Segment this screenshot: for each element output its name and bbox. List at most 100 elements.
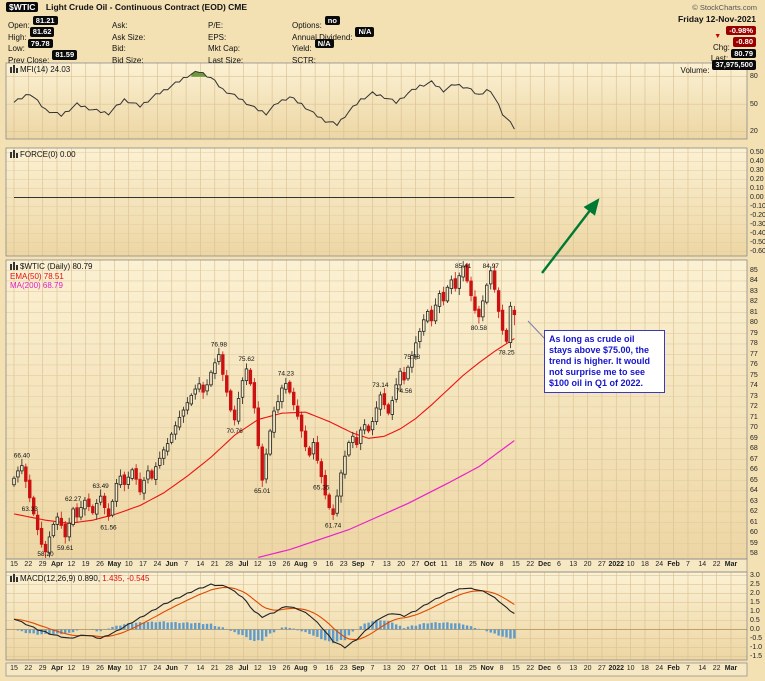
quote-column: Options:no Annual Dividend:N/A Yield:N/A SC…	[292, 15, 492, 65]
quote-change-panel: Friday 12-Nov-2021 ▼ -0.98% Chg:-0.80 Last:…	[678, 14, 756, 75]
x-axis-label: 23	[339, 665, 348, 672]
macd-legend-values: 1.435, -0.545	[102, 574, 150, 583]
trend-arrow	[541, 198, 600, 274]
quote-value-chip: 81.59	[52, 50, 78, 60]
x-axis-label: Aug	[293, 665, 308, 672]
y-axis-label: 71	[750, 413, 758, 421]
quote-row: Last Size:	[208, 50, 292, 65]
quote-row: Bid:	[112, 38, 208, 53]
quote-row: High:81.62	[8, 27, 112, 42]
x-axis-label: 12	[253, 561, 262, 568]
x-axis-label: 21	[210, 561, 219, 568]
quote-panel: Open:81.21 High:81.62 Low:79.78 Prev Close:…	[8, 15, 492, 65]
panel-backgrounds	[5, 63, 748, 677]
price-legend: $WTIC (Daily) 80.79 EMA(50) 78.51 MA(200…	[10, 262, 92, 290]
x-axis-label: 8	[499, 561, 504, 568]
x-axis-label: 14	[698, 665, 707, 672]
x-axis-label: 20	[397, 561, 406, 568]
quote-label: Last Size:	[208, 55, 244, 65]
x-axis-label: 7	[686, 561, 690, 568]
ema50-line	[13, 338, 515, 524]
x-axis-label: 12	[67, 561, 76, 568]
change-label: Volume:	[680, 65, 710, 75]
quote-date: Friday 12-Nov-2021	[678, 14, 756, 24]
macd-legend-label: MACD(12,26,9) 0.890,	[20, 574, 101, 583]
x-axis-label: 9	[313, 665, 318, 672]
quote-label: Open:	[8, 21, 30, 30]
x-axis-label: Apr	[50, 561, 64, 568]
x-axis-label: 27	[411, 665, 420, 672]
svg-text:65.01: 65.01	[254, 488, 271, 495]
change-label: Last:	[710, 54, 729, 63]
x-axis-label: 12	[253, 665, 262, 672]
mfi-legend-label: MFI(14) 24.03	[20, 65, 71, 74]
quote-value-chip: 81.21	[32, 15, 58, 25]
x-axis-label: 7	[184, 665, 189, 672]
x-axis-label: May	[107, 561, 122, 568]
y-axis-label: 59	[750, 539, 758, 547]
x-axis-label: Sep	[351, 561, 365, 568]
svg-text:58.20: 58.20	[37, 551, 54, 558]
x-axis-label: 22	[526, 561, 535, 568]
x-axis-label: Nov	[480, 665, 494, 672]
x-axis-label: 28	[225, 561, 233, 568]
y-axis-label: 0.30	[750, 167, 764, 174]
y-axis-label: 0.20	[750, 176, 764, 183]
chart-title: Light Crude Oil - Continuous Contract (E…	[45, 2, 248, 12]
x-axis-label: Apr	[50, 665, 64, 672]
x-axis-label: Feb	[667, 665, 680, 672]
quote-value-chip: 81.62	[29, 27, 55, 37]
x-axis-label: 26	[282, 561, 291, 568]
x-axis-label: 13	[569, 561, 578, 568]
quote-row: Bid Size:	[112, 50, 208, 65]
change-row: Chg:-0.80	[678, 37, 756, 52]
x-axis-label: 11	[440, 561, 448, 568]
quote-label: Bid Size:	[112, 55, 144, 65]
y-axis-label: 66	[750, 466, 758, 474]
change-value-chip: -0.80	[732, 37, 756, 47]
x-axis-label: 19	[81, 561, 90, 568]
x-axis-label: 27	[411, 561, 420, 568]
quote-label: Prev Close:	[8, 55, 50, 65]
x-axis-label: 20	[583, 665, 592, 672]
y-axis-label: 64	[750, 487, 758, 495]
quote-value-chip: no	[324, 15, 340, 25]
x-axis-label: 26	[96, 561, 104, 568]
y-axis-label: 76	[750, 361, 758, 369]
quote-row: SCTR:	[292, 50, 492, 65]
svg-text:80.58: 80.58	[471, 325, 488, 332]
x-axis-label: 15	[10, 665, 18, 672]
change-value-chip: -0.98%	[726, 25, 756, 35]
x-axis-label: 27	[598, 561, 606, 568]
y-axis-label: 85	[750, 266, 758, 274]
x-axis-label: Mar	[724, 665, 738, 672]
quote-value-chip: N/A	[314, 38, 334, 48]
chart-header: $WTIC Light Crude Oil - Continuous Contr…	[6, 2, 247, 13]
y-axis-label: 0.40	[750, 158, 764, 165]
down-triangle-icon: ▼	[714, 33, 722, 40]
y-axis-label: 80	[750, 73, 758, 81]
x-axis-label: 17	[139, 561, 147, 568]
quote-row: EPS:	[208, 27, 292, 42]
x-axis-label: Aug	[293, 561, 308, 568]
quote-column: Open:81.21 High:81.62 Low:79.78 Prev Close:…	[8, 15, 112, 65]
macd-signal-line	[13, 586, 515, 641]
svg-text:75.62: 75.62	[238, 356, 255, 363]
quote-label: Options:	[292, 21, 322, 30]
x-axis-label: 22	[24, 665, 33, 672]
svg-text:63.33: 63.33	[22, 506, 39, 513]
y-axis-label: 1.0	[750, 608, 760, 615]
x-axis-label: 26	[96, 665, 104, 672]
change-row: ▼ -0.98%	[678, 25, 756, 40]
x-axis-label: 20	[397, 665, 406, 672]
x-axis-label: Sep	[351, 665, 365, 672]
svg-text:74.56: 74.56	[396, 388, 413, 395]
x-axis-label: 28	[225, 665, 233, 672]
x-axis-label: 25	[468, 561, 477, 568]
quote-row: Options:no	[292, 15, 492, 30]
quote-label: SCTR:	[292, 55, 316, 65]
y-axis-label: 70	[750, 424, 758, 432]
x-axis-label: 7	[686, 665, 690, 672]
x-axis-label: 10	[124, 561, 133, 568]
svg-text:84.97: 84.97	[483, 263, 500, 270]
